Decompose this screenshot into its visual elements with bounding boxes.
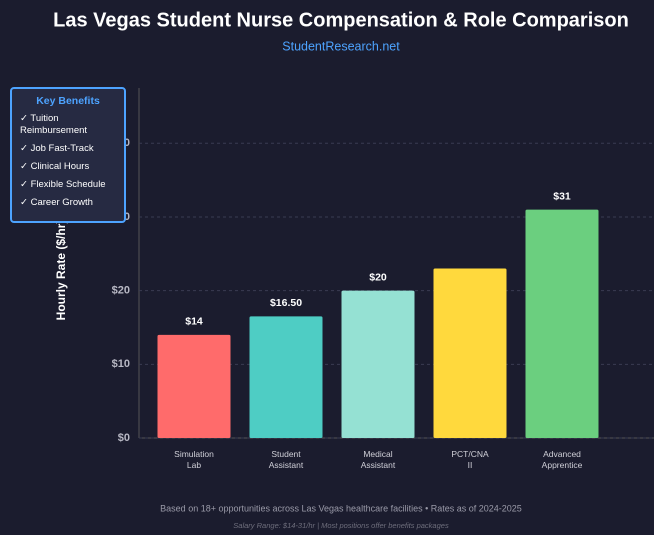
x-tick-label: PCT/CNA II [451, 449, 489, 470]
benefits-list: ✓ Tuition Reimbursement ✓ Job Fast-Track ✓… [20, 113, 116, 209]
chart-title: Las Vegas Student Nurse Compensation & R… [53, 9, 629, 31]
bar [433, 268, 507, 438]
x-tick-label: Student Assistant [268, 449, 304, 470]
x-tick-label: Simulation Lab [174, 449, 214, 470]
y-tick-label: $20 [112, 285, 130, 297]
benefits-box: Key Benefits ✓ Tuition Reimbursement ✓ Jo… [10, 87, 126, 223]
bar [525, 209, 599, 438]
bar [157, 334, 231, 438]
value-label: $31 [553, 190, 571, 202]
subnote: Salary Range: $14-31/hr | Most positions… [233, 521, 449, 530]
x-tick-label: Medical Assistant [360, 449, 396, 470]
benefit-item: ✓ Career Growth [20, 197, 93, 208]
bar [249, 316, 323, 438]
bar [341, 290, 415, 438]
benefit-item: ✓ Job Fast-Track [20, 143, 94, 154]
value-label: $14 [185, 316, 203, 328]
x-tick-label: Advanced Apprentice [541, 449, 583, 470]
benefit-item: ✓ Clinical Hours [20, 161, 90, 172]
value-label: $20 [369, 271, 387, 283]
y-tick-label: $0 [118, 432, 130, 444]
chart-subtitle: StudentResearch.net [282, 39, 400, 53]
y-axis-label: Hourly Rate ($/hr) [54, 220, 68, 321]
footnote: Based on 18+ opportunities across Las Ve… [160, 503, 522, 513]
benefit-item: ✓ Flexible Schedule [20, 179, 106, 190]
benefit-item: ✓ Tuition Reimbursement [20, 113, 88, 136]
value-label: $16.50 [270, 297, 302, 309]
benefits-title: Key Benefits [36, 95, 100, 107]
y-tick-label: $10 [112, 358, 130, 370]
